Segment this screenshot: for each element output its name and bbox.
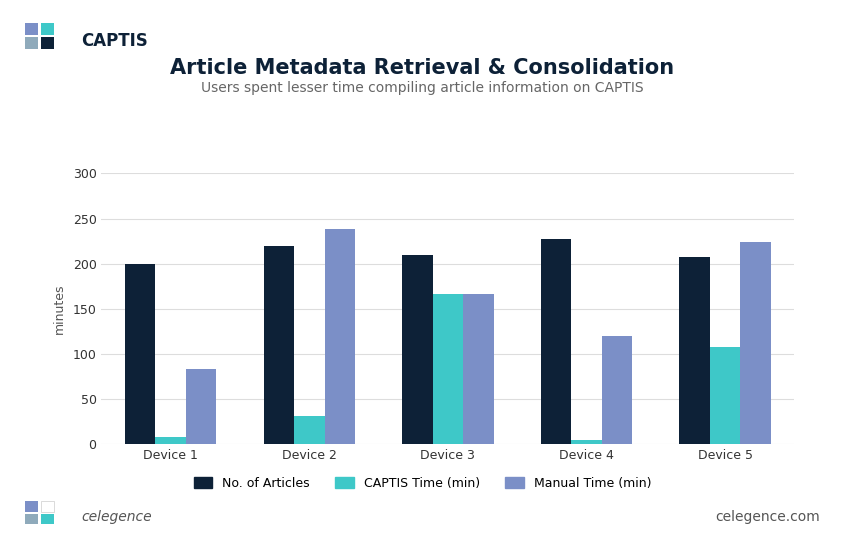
Bar	[41, 501, 54, 512]
Bar	[41, 23, 54, 35]
Bar	[25, 37, 38, 49]
Bar	[601, 336, 631, 444]
Bar	[263, 246, 294, 444]
Text: Users spent lesser time compiling article information on CAPTIS: Users spent lesser time compiling articl…	[201, 81, 643, 95]
Bar	[125, 264, 155, 444]
Bar	[679, 256, 709, 444]
Bar	[432, 294, 463, 444]
Text: CAPTIS: CAPTIS	[81, 32, 148, 50]
Text: celegence.com: celegence.com	[714, 509, 819, 524]
Bar	[25, 514, 38, 525]
Bar	[463, 294, 493, 444]
Y-axis label: minutes: minutes	[52, 283, 66, 334]
Bar	[540, 240, 571, 444]
Bar	[294, 416, 324, 444]
Text: celegence: celegence	[81, 509, 152, 524]
Bar	[739, 242, 770, 444]
Bar	[25, 501, 38, 512]
Bar	[709, 347, 739, 444]
Bar	[186, 370, 216, 444]
Bar	[41, 514, 54, 525]
Bar	[155, 437, 186, 444]
Bar	[324, 229, 354, 444]
Bar	[41, 37, 54, 49]
Bar	[25, 23, 38, 35]
Legend: No. of Articles, CAPTIS Time (min), Manual Time (min): No. of Articles, CAPTIS Time (min), Manu…	[188, 472, 656, 495]
Bar	[402, 255, 432, 444]
Bar	[571, 440, 601, 444]
Text: Article Metadata Retrieval & Consolidation: Article Metadata Retrieval & Consolidati…	[170, 58, 674, 78]
